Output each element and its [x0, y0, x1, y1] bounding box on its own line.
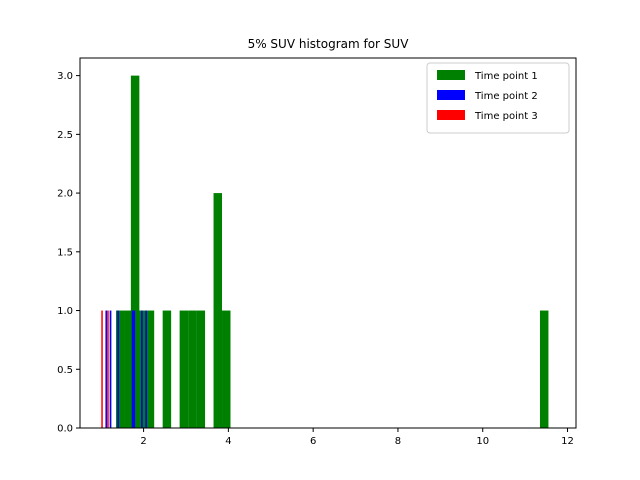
y-tick-label: 3.0	[57, 71, 73, 82]
x-tick-label: 2	[140, 436, 146, 447]
legend-swatch	[437, 110, 465, 120]
bar-series1-11	[222, 310, 231, 428]
bar-series2-3	[117, 310, 120, 428]
legend-swatch	[437, 70, 465, 80]
bar-series1-12	[539, 310, 549, 428]
bar-series2-7	[145, 310, 147, 428]
bar-series1-10	[213, 193, 223, 428]
bar-series1-3	[130, 75, 140, 428]
bar-series1-9	[196, 310, 206, 428]
y-tick-label: 2.5	[57, 130, 73, 141]
bar-series2-4	[131, 310, 134, 428]
bar-series2-2	[109, 310, 112, 428]
legend: Time point 1 Time point 2 Time point 3	[426, 62, 570, 134]
bar-series3-2	[107, 310, 109, 428]
bar-series2-1	[105, 310, 108, 428]
bar-series2-6	[141, 310, 143, 428]
x-tick-label: 8	[395, 436, 401, 447]
y-axis: 0.0 0.5 1.0 1.5 2.0 2.5 3.0	[57, 71, 80, 435]
chart-title: 5% SUV histogram for SUV	[248, 37, 410, 51]
bar-series1-1	[116, 310, 125, 428]
legend-label: Time point 2	[474, 91, 538, 102]
y-tick-label: 1.5	[57, 247, 73, 258]
y-tick-label: 0.5	[57, 365, 73, 376]
y-tick-label: 2.0	[57, 189, 73, 200]
legend-label: Time point 1	[474, 71, 538, 82]
bar-series3-1	[101, 310, 103, 428]
legend-swatch	[437, 90, 465, 100]
y-tick-label: 1.0	[57, 306, 73, 317]
x-tick-label: 10	[476, 436, 489, 447]
bar-series1-5	[145, 310, 155, 428]
x-tick-label: 6	[310, 436, 316, 447]
bars-layer	[101, 75, 549, 428]
x-tick-label: 4	[225, 436, 231, 447]
bar-series1-2	[124, 310, 133, 428]
plot-frame	[79, 57, 577, 429]
bar-series1-8	[188, 310, 197, 428]
legend-label: Time point 3	[474, 111, 538, 122]
x-tick-label: 12	[561, 436, 574, 447]
bar-series1-7	[179, 310, 189, 428]
x-axis: 2 4 6 8 10 12	[140, 428, 574, 447]
bar-series2-5	[133, 310, 136, 428]
y-tick-label: 0.0	[57, 424, 73, 435]
bar-series1-6	[162, 310, 172, 428]
